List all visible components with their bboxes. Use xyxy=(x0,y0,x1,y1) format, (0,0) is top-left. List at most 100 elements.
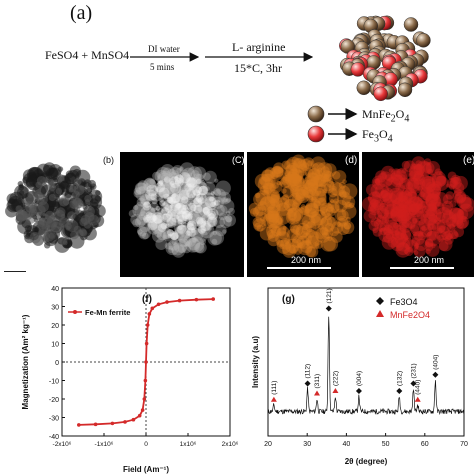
particle xyxy=(83,206,95,218)
particle xyxy=(274,208,291,225)
x-tick-label: 70 xyxy=(460,441,468,448)
particle xyxy=(423,158,432,166)
particle xyxy=(167,195,177,205)
particle xyxy=(60,213,66,219)
particle xyxy=(168,196,176,205)
particle xyxy=(288,173,303,189)
particle xyxy=(171,232,179,240)
particle xyxy=(436,227,443,234)
particle xyxy=(382,231,395,244)
scale-bar-d xyxy=(267,267,331,269)
particle xyxy=(425,238,434,247)
particle xyxy=(228,207,235,215)
x-tick-label: 60 xyxy=(421,441,429,448)
x-tick-label: 1x10⁶ xyxy=(180,441,197,448)
particle xyxy=(341,220,355,234)
particle xyxy=(163,230,172,240)
particle xyxy=(400,204,408,212)
plot-frame xyxy=(267,287,465,437)
particle xyxy=(323,183,332,192)
data-point xyxy=(144,360,148,364)
particle xyxy=(403,160,416,173)
particle xyxy=(186,193,202,209)
particle xyxy=(453,226,465,238)
particle xyxy=(425,248,431,254)
particle xyxy=(55,188,62,195)
particle xyxy=(425,230,441,247)
particle xyxy=(273,166,282,175)
particle xyxy=(390,191,403,204)
particle xyxy=(409,171,417,179)
particle xyxy=(193,204,203,214)
particle xyxy=(322,189,327,194)
particle xyxy=(194,177,203,185)
particle xyxy=(449,200,457,208)
particle xyxy=(425,207,438,220)
particle xyxy=(455,191,466,203)
particle xyxy=(407,215,415,223)
particle xyxy=(308,196,314,202)
particle xyxy=(456,220,464,229)
particle xyxy=(163,178,169,184)
mnfe2o4-peak-marker xyxy=(270,396,277,402)
particle xyxy=(434,225,450,241)
particle xyxy=(322,170,332,179)
particle xyxy=(203,170,217,184)
particle xyxy=(307,160,314,167)
particle xyxy=(274,223,287,236)
particle xyxy=(289,218,296,224)
particle xyxy=(171,242,184,256)
particle xyxy=(157,230,167,241)
particle xyxy=(442,209,454,220)
particle xyxy=(45,219,57,231)
fe3o4-particle xyxy=(350,62,366,77)
particle xyxy=(187,202,197,212)
particle xyxy=(159,227,172,239)
particle xyxy=(166,192,176,202)
particle xyxy=(456,208,469,220)
particle xyxy=(460,215,467,222)
particle xyxy=(371,175,386,190)
particle xyxy=(445,233,453,240)
particle xyxy=(413,230,424,241)
panel-e-label: (e) xyxy=(463,155,474,166)
particle xyxy=(198,185,208,196)
particle xyxy=(305,230,319,244)
particle xyxy=(300,162,310,171)
particle xyxy=(195,242,207,254)
particle xyxy=(448,229,458,240)
data-point xyxy=(194,297,199,302)
particle xyxy=(145,189,157,201)
particle xyxy=(188,177,201,190)
particle xyxy=(302,171,307,176)
particle xyxy=(138,186,146,194)
particle xyxy=(206,218,216,228)
particle xyxy=(178,204,189,215)
particle xyxy=(370,217,381,227)
particle xyxy=(441,211,457,227)
panel-f-label: (f) xyxy=(142,294,152,305)
particle xyxy=(134,182,147,195)
particle xyxy=(344,201,351,208)
particle xyxy=(398,219,413,233)
particle xyxy=(257,177,274,193)
particle xyxy=(336,222,342,227)
particle xyxy=(191,182,200,191)
particle xyxy=(225,215,233,223)
particle xyxy=(400,232,405,238)
particle xyxy=(429,200,435,206)
particle xyxy=(202,207,209,214)
particle xyxy=(323,174,331,182)
particle xyxy=(384,216,390,222)
particle xyxy=(306,245,319,258)
particle xyxy=(392,197,407,212)
particle xyxy=(265,210,275,220)
particle xyxy=(427,183,441,197)
particle xyxy=(179,173,192,186)
particle xyxy=(458,209,464,216)
particle xyxy=(175,203,181,209)
particle xyxy=(171,210,181,219)
particle xyxy=(281,188,287,194)
particle xyxy=(261,222,266,228)
particle xyxy=(306,188,319,201)
